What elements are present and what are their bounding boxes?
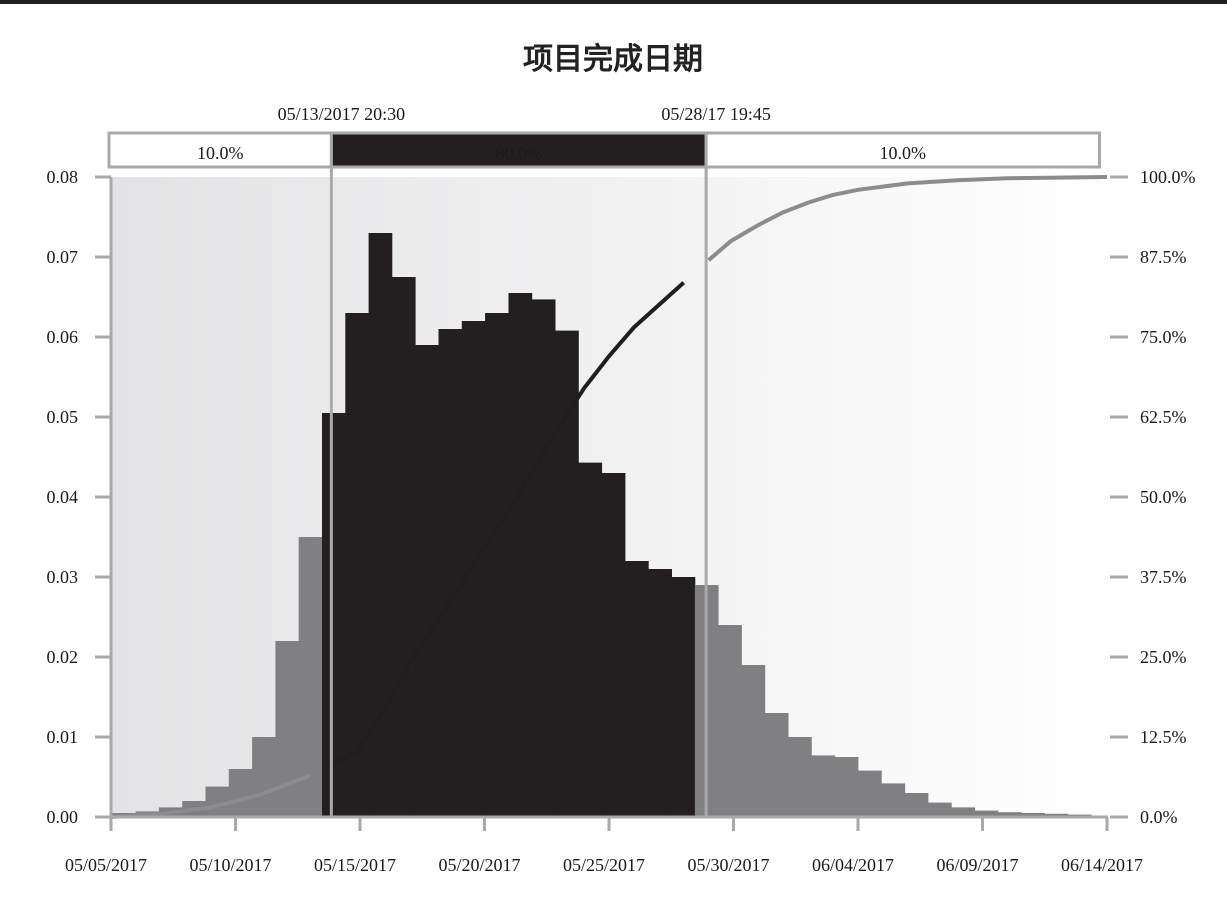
bar: [625, 561, 649, 817]
percentile-bands: 10.0% 80.0% 10.0%: [107, 131, 1101, 169]
y2-tick-label: 37.5%: [1140, 567, 1187, 587]
bar: [322, 413, 346, 817]
bar: [461, 321, 486, 817]
y-tick-label: 0.06: [47, 327, 79, 347]
cdf-segment: [707, 175, 1108, 262]
percentile-band-label: 10.0%: [197, 143, 244, 163]
bar: [578, 462, 603, 817]
y2-tick-label: 25.0%: [1140, 647, 1187, 667]
bar: [834, 757, 859, 817]
bar: [345, 313, 369, 817]
bar: [764, 713, 789, 817]
y-tick-label: 0.01: [47, 727, 79, 747]
histogram-bars: [112, 233, 1092, 817]
bar: [252, 737, 276, 817]
bar: [508, 293, 533, 817]
bar: [788, 737, 812, 817]
x-tick-label: 06/04/2017: [812, 855, 894, 875]
y-axis-ticks: 0.00 0.01 0.02 0.03 0.04 0.05 0.06 0.07 0.08: [47, 167, 111, 827]
y2-tick-label: 0.0%: [1140, 807, 1178, 827]
bar: [951, 807, 975, 817]
chart-title: 项目完成日期: [523, 42, 703, 77]
bar: [671, 577, 696, 817]
bar: [1021, 813, 1045, 817]
y2-tick-label: 75.0%: [1140, 327, 1187, 347]
y-tick-label: 0.05: [47, 407, 79, 427]
y2-tick-label: 87.5%: [1140, 247, 1187, 267]
y-tick-label: 0.07: [47, 247, 79, 267]
bar: [997, 812, 1022, 817]
percentile-markers: 05/13/2017 20:30 05/28/17 19:45: [278, 104, 771, 817]
y2-tick-label: 50.0%: [1140, 487, 1187, 507]
bar: [881, 783, 906, 817]
bar: [228, 769, 253, 817]
bar: [974, 810, 999, 817]
x-tick-label: 05/25/2017: [563, 855, 645, 875]
y-tick-label: 0.08: [47, 167, 79, 187]
x-tick-label: 06/14/2017: [1061, 855, 1143, 875]
bar: [811, 755, 836, 817]
percentile-band: [107, 131, 333, 169]
bar: [648, 569, 672, 817]
bar: [415, 345, 439, 817]
bar: [1044, 813, 1069, 817]
bar: [741, 665, 766, 817]
bar: [928, 802, 952, 817]
percentile-band-label: 10.0%: [880, 143, 927, 163]
bar: [485, 313, 509, 817]
bar: [555, 330, 579, 817]
y-tick-label: 0.02: [47, 647, 79, 667]
x-tick-label: 05/30/2017: [687, 855, 769, 875]
percentile-band-label: 80.0%: [495, 143, 542, 163]
bar: [718, 625, 742, 817]
lower-date-label: 05/13/2017 20:30: [278, 104, 406, 124]
bar: [368, 233, 393, 817]
bar: [858, 770, 882, 817]
x-tick-label: 05/20/2017: [438, 855, 520, 875]
y2-tick-label: 62.5%: [1140, 407, 1187, 427]
y-tick-label: 0.03: [47, 567, 79, 587]
cdf-segment: [334, 281, 686, 765]
x-tick-label: 05/15/2017: [314, 855, 396, 875]
top-border: [0, 0, 1227, 4]
upper-date-label: 05/28/17 19:45: [661, 104, 771, 124]
bar: [601, 473, 626, 817]
bar: [298, 537, 323, 817]
x-axis-ticks: 05/05/2017 05/10/2017 05/15/2017 05/20/2017…: [65, 817, 1143, 875]
y2-tick-label: 12.5%: [1140, 727, 1187, 747]
bar: [531, 299, 556, 817]
y2-axis-ticks: 0.0% 12.5% 25.0% 37.5% 50.0% 62.5% 75.0% 87.5% 1…: [1110, 167, 1196, 827]
bar: [205, 786, 230, 817]
x-tick-label: 06/09/2017: [936, 855, 1018, 875]
bar: [438, 329, 463, 817]
x-tick-label: 05/10/2017: [189, 855, 271, 875]
cumulative-curve: [110, 175, 1108, 819]
cdf-segment: [110, 773, 311, 819]
percentile-band: [704, 131, 1101, 169]
bar: [391, 277, 416, 817]
y-tick-label: 0.00: [47, 807, 79, 827]
bar: [275, 641, 300, 817]
x-tick-label: 05/05/2017: [65, 855, 147, 875]
bar: [904, 793, 929, 817]
y2-tick-label: 100.0%: [1140, 167, 1196, 187]
y-tick-label: 0.04: [47, 487, 79, 507]
